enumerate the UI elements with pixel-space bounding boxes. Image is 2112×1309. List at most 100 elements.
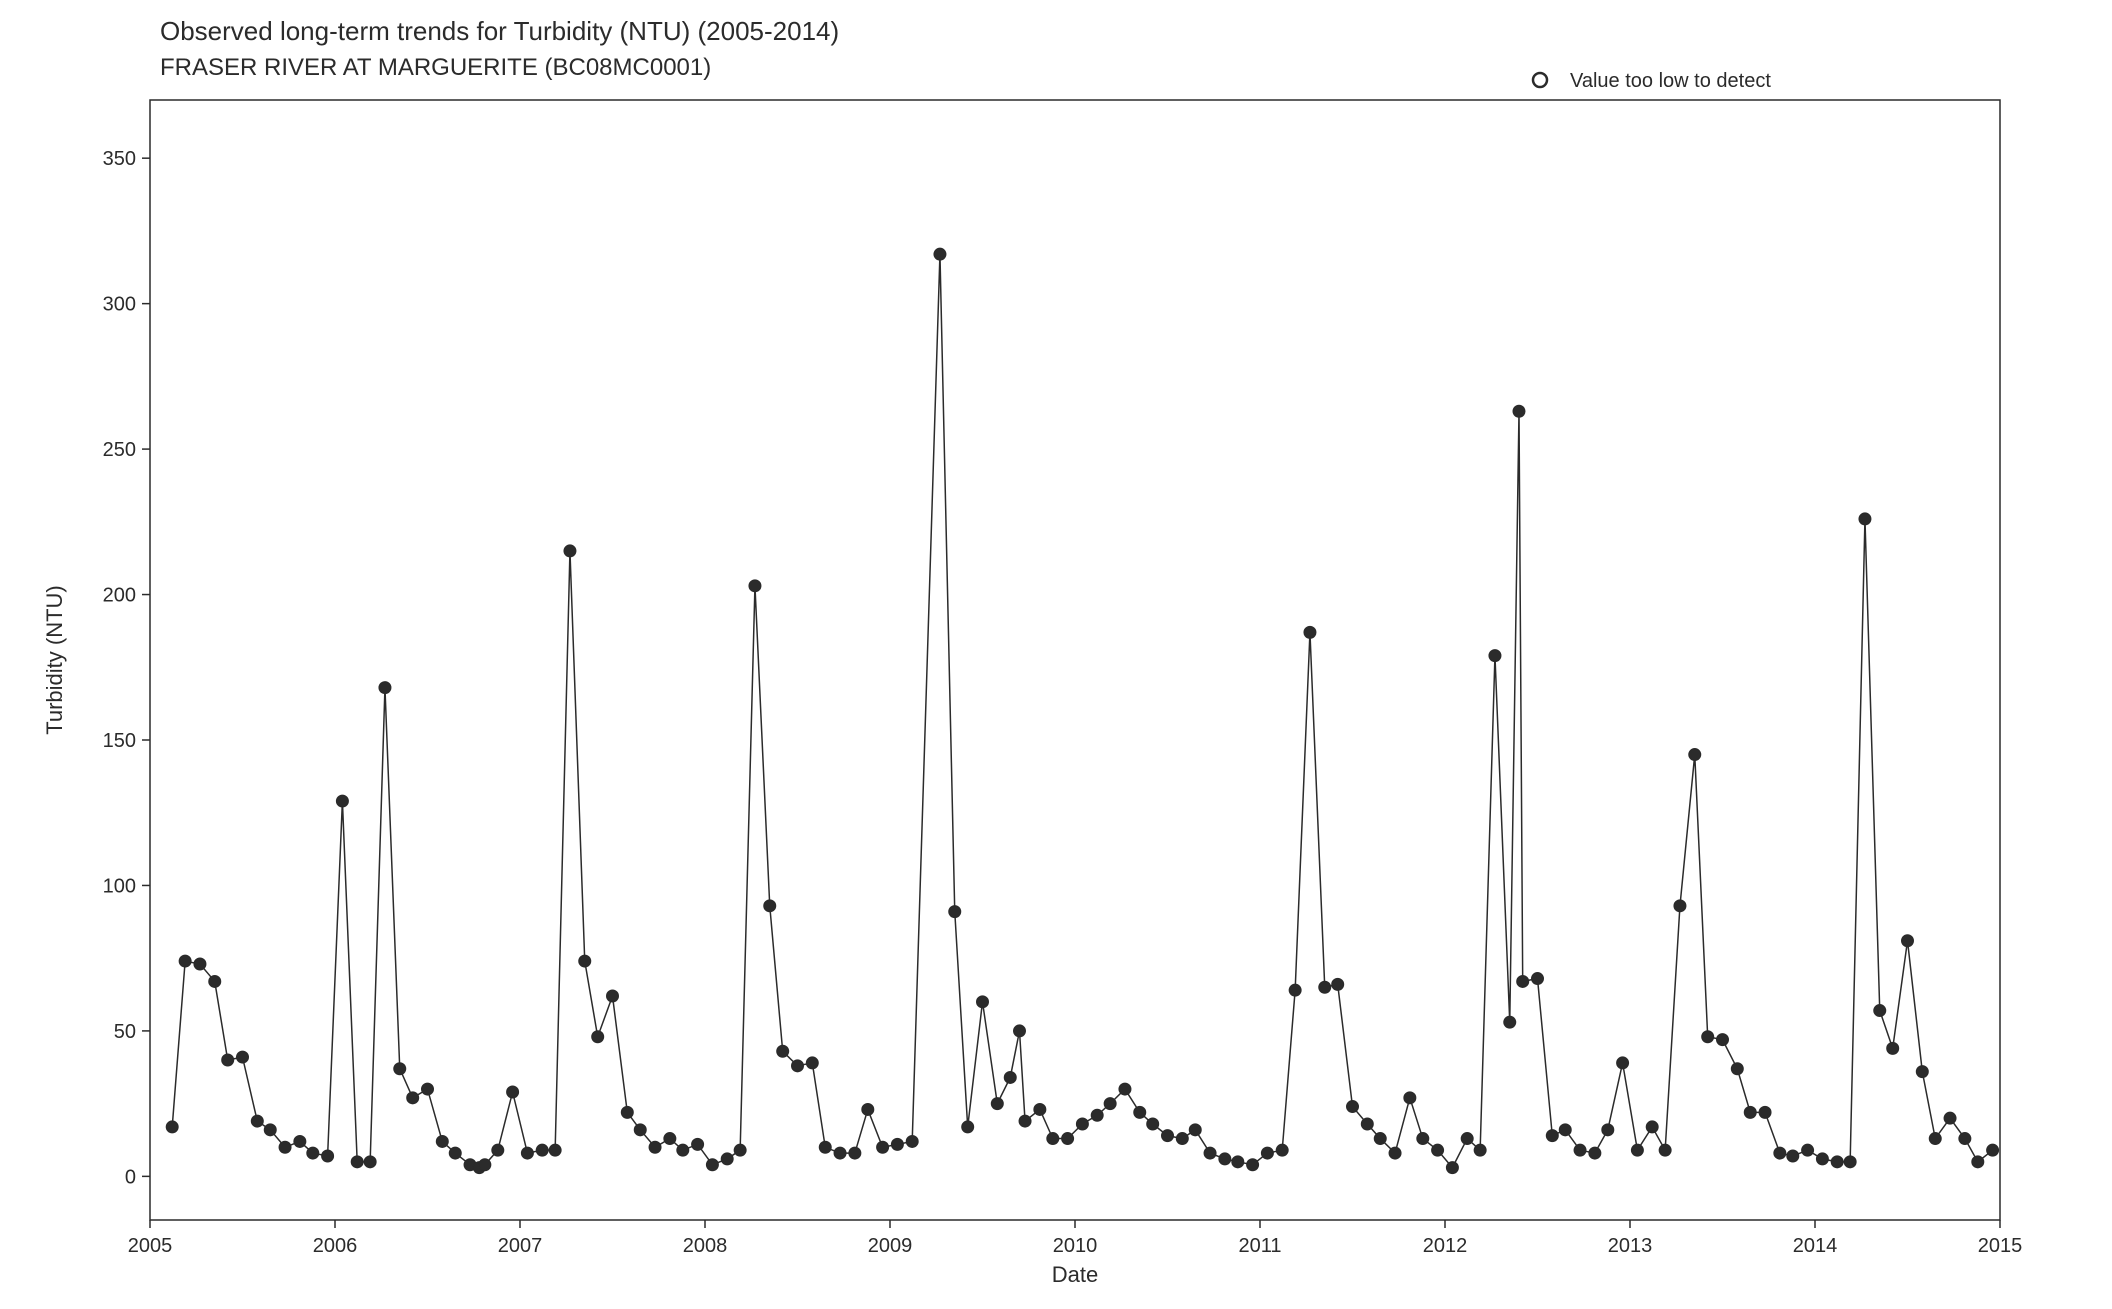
data-point: [834, 1147, 846, 1159]
data-point: [1247, 1159, 1259, 1171]
x-tick-label: 2010: [1053, 1235, 1098, 1257]
data-point: [222, 1054, 234, 1066]
data-point: [1232, 1156, 1244, 1168]
data-point: [1959, 1133, 1971, 1145]
data-point: [1489, 650, 1501, 662]
data-point: [307, 1147, 319, 1159]
data-point: [521, 1147, 533, 1159]
data-point: [1532, 973, 1544, 985]
data-point: [649, 1141, 661, 1153]
chart-container: Observed long-term trends for Turbidity …: [0, 0, 2112, 1309]
y-tick-label: 200: [103, 585, 136, 607]
data-point: [891, 1138, 903, 1150]
data-point: [1119, 1083, 1131, 1095]
x-tick-label: 2015: [1978, 1235, 2023, 1257]
x-tick-label: 2005: [128, 1235, 173, 1257]
y-tick-label: 150: [103, 730, 136, 752]
x-tick-label: 2014: [1793, 1235, 1838, 1257]
data-point: [194, 958, 206, 970]
data-point: [664, 1133, 676, 1145]
data-point: [1513, 405, 1525, 417]
y-tick-label: 50: [114, 1021, 136, 1043]
x-axis-label: Date: [1052, 1262, 1098, 1287]
data-point: [1432, 1144, 1444, 1156]
x-tick-label: 2006: [313, 1235, 358, 1257]
data-point: [819, 1141, 831, 1153]
data-point: [264, 1124, 276, 1136]
data-point: [1289, 984, 1301, 996]
x-tick-label: 2011: [1238, 1235, 1281, 1257]
data-point: [179, 955, 191, 967]
data-point: [1987, 1144, 1999, 1156]
data-point: [692, 1138, 704, 1150]
data-point: [806, 1057, 818, 1069]
series-line: [172, 254, 1992, 1167]
data-point: [1517, 975, 1529, 987]
data-point: [1887, 1042, 1899, 1054]
data-point: [621, 1106, 633, 1118]
data-point: [607, 990, 619, 1002]
data-point: [394, 1063, 406, 1075]
data-point: [1176, 1133, 1188, 1145]
data-point: [949, 906, 961, 918]
data-point: [1076, 1118, 1088, 1130]
chart-svg: Observed long-term trends for Turbidity …: [0, 0, 2112, 1309]
x-tick-label: 2008: [683, 1235, 728, 1257]
data-point: [1902, 935, 1914, 947]
data-point: [579, 955, 591, 967]
data-point: [1047, 1133, 1059, 1145]
data-point: [1731, 1063, 1743, 1075]
data-point: [536, 1144, 548, 1156]
y-tick-label: 350: [103, 148, 136, 170]
data-point: [792, 1060, 804, 1072]
data-point: [1859, 513, 1871, 525]
data-point: [294, 1135, 306, 1147]
data-point: [422, 1083, 434, 1095]
data-point: [934, 248, 946, 260]
data-point: [279, 1141, 291, 1153]
data-point: [877, 1141, 889, 1153]
data-point: [634, 1124, 646, 1136]
data-point: [1219, 1153, 1231, 1165]
data-point: [849, 1147, 861, 1159]
data-point: [1802, 1144, 1814, 1156]
data-point: [1717, 1034, 1729, 1046]
x-tick-label: 2013: [1608, 1235, 1653, 1257]
plot-border: [150, 100, 2000, 1220]
data-point: [1972, 1156, 1984, 1168]
data-point: [237, 1051, 249, 1063]
data-point: [1816, 1153, 1828, 1165]
data-point: [1361, 1118, 1373, 1130]
data-point: [1104, 1098, 1116, 1110]
data-point: [1147, 1118, 1159, 1130]
data-point: [251, 1115, 263, 1127]
data-point: [706, 1159, 718, 1171]
data-point: [1189, 1124, 1201, 1136]
data-point: [1091, 1109, 1103, 1121]
data-point: [1474, 1144, 1486, 1156]
data-point: [749, 580, 761, 592]
y-tick-label: 100: [103, 875, 136, 897]
data-point: [1844, 1156, 1856, 1168]
data-point: [777, 1045, 789, 1057]
data-point: [1646, 1121, 1658, 1133]
x-tick-label: 2009: [868, 1235, 913, 1257]
x-tick-label: 2007: [498, 1235, 543, 1257]
data-point: [1204, 1147, 1216, 1159]
data-point: [1546, 1130, 1558, 1142]
data-point: [1162, 1130, 1174, 1142]
chart-title: Observed long-term trends for Turbidity …: [160, 16, 839, 46]
data-point: [962, 1121, 974, 1133]
data-point: [479, 1159, 491, 1171]
data-point: [991, 1098, 1003, 1110]
data-point: [977, 996, 989, 1008]
data-point: [1319, 981, 1331, 993]
data-point: [906, 1135, 918, 1147]
data-point: [1774, 1147, 1786, 1159]
data-point: [436, 1135, 448, 1147]
data-point: [407, 1092, 419, 1104]
x-tick-label: 2012: [1423, 1235, 1468, 1257]
y-tick-label: 250: [103, 439, 136, 461]
data-point: [1034, 1103, 1046, 1115]
data-point: [721, 1153, 733, 1165]
